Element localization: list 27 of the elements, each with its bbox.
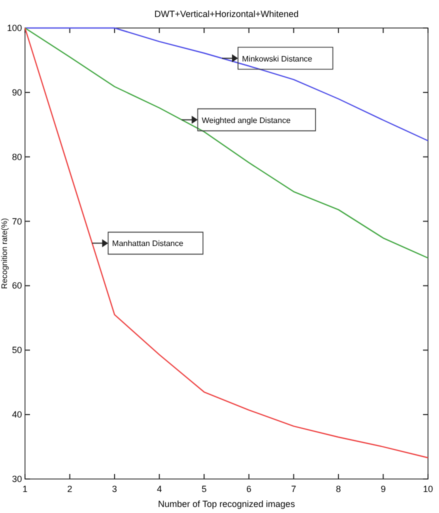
series-label: Weighted angle Distance [202,116,292,125]
y-tick-label: 70 [12,216,22,226]
y-axis-title: Recognition rate(%) [0,218,9,289]
text: Manhattan Distance [112,239,184,248]
x-tick-label: 1 [22,484,28,494]
x-tick-label: 7 [291,484,296,494]
x-axis-title: Number of Top recognized images [158,499,296,509]
y-tick-label: 30 [12,474,22,484]
line-series [24,27,429,458]
x-tick-label: 10 [422,484,434,494]
y-tick-label: 40 [12,410,22,420]
y-tick-label: 100 [6,23,22,33]
x-tick-label: 3 [112,484,118,494]
x-tick-label: 8 [336,484,341,494]
y-tick-label: 90 [12,87,22,98]
x-tick-label: 2 [67,484,72,494]
x-tick-label: 6 [246,484,252,494]
x-tick-label: 9 [380,484,386,494]
series-label: Minkowski Distance [242,54,313,64]
y-tick-label: 80 [12,152,22,162]
y-tick-label: 60 [12,280,22,291]
x-tick-label: 5 [202,484,207,494]
line-series [24,27,429,142]
y-tick-label: 50 [12,345,22,356]
line-series [24,27,429,259]
chart-title: DWT+Vertical+Horizontal+Whitened [154,9,299,19]
x-tick-label: 4 [156,484,162,494]
